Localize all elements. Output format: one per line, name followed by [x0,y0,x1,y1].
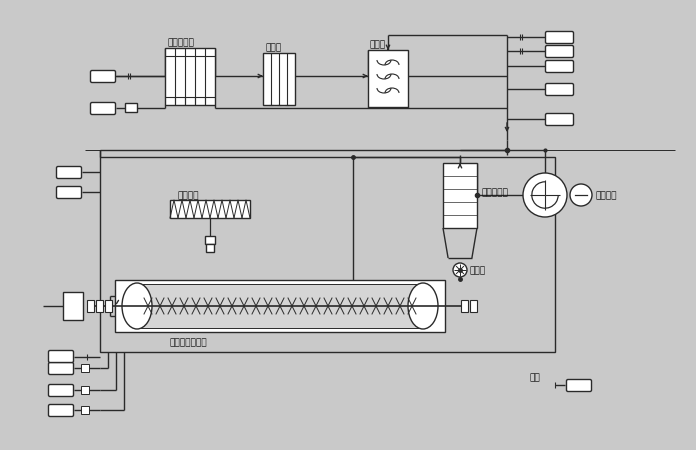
Circle shape [570,184,592,206]
Bar [170,200,250,218]
Bar [205,236,215,244]
Text: 袋式除尘器: 袋式除尘器 [482,188,509,197]
Bar [206,244,214,252]
Bar [96,300,103,312]
FancyBboxPatch shape [546,45,574,58]
Text: 循环风机: 循环风机 [596,191,617,200]
Bar [125,103,137,112]
Text: 关风器: 关风器 [470,266,486,275]
Bar [63,292,83,320]
Bar [165,48,215,105]
Text: 除雾器: 除雾器 [266,43,282,52]
Ellipse shape [122,283,152,329]
FancyBboxPatch shape [546,60,574,72]
Bar [81,386,89,394]
FancyBboxPatch shape [49,351,74,363]
FancyBboxPatch shape [49,363,74,374]
Text: 加料绞龙: 加料绞龙 [178,191,200,200]
FancyBboxPatch shape [56,186,81,198]
Bar [81,364,89,372]
Text: 表冷器: 表冷器 [370,40,386,49]
Bar [140,284,420,328]
Bar [105,300,112,312]
Text: 蒸汽换热器: 蒸汽换热器 [167,38,194,47]
FancyBboxPatch shape [49,384,74,396]
Bar [443,163,477,228]
Bar [81,406,89,414]
FancyBboxPatch shape [49,405,74,417]
Circle shape [523,173,567,217]
Bar [461,300,468,312]
FancyBboxPatch shape [546,84,574,95]
Bar [368,50,408,107]
Ellipse shape [408,283,438,329]
Text: 桨叶干燥冷却机: 桨叶干燥冷却机 [170,338,207,347]
FancyBboxPatch shape [90,103,116,114]
FancyBboxPatch shape [546,32,574,44]
FancyBboxPatch shape [567,379,592,392]
Bar [115,280,445,332]
Circle shape [453,263,467,277]
FancyBboxPatch shape [546,113,574,126]
Bar [87,300,94,312]
FancyBboxPatch shape [90,71,116,82]
Bar [470,300,477,312]
Bar [100,157,555,352]
Text: 产品: 产品 [530,373,541,382]
FancyBboxPatch shape [56,166,81,179]
Bar [263,53,295,105]
